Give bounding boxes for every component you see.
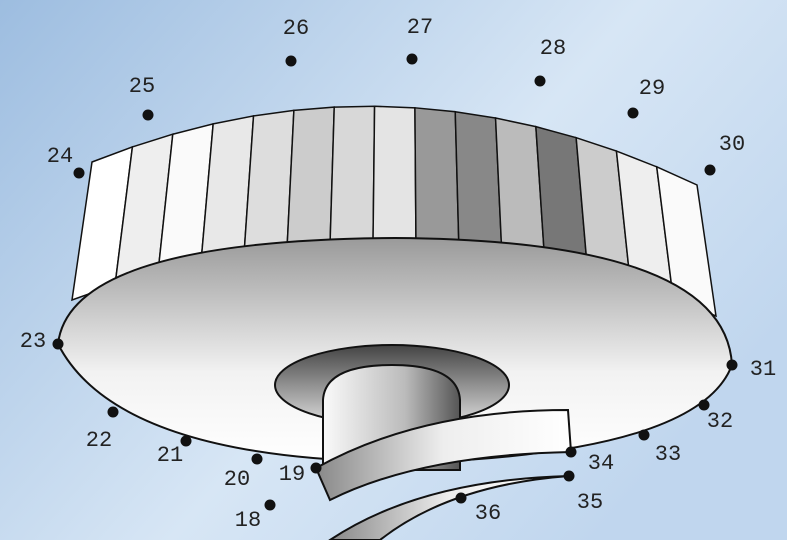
band-segment xyxy=(414,106,460,248)
dot-label: 19 xyxy=(279,462,305,487)
band-segment xyxy=(286,106,336,248)
band-segment xyxy=(454,110,503,253)
spiral-ribbon xyxy=(314,408,573,502)
dot-label: 30 xyxy=(719,132,745,157)
dot-label: 18 xyxy=(235,508,261,533)
dot xyxy=(107,406,119,418)
dot-label: 28 xyxy=(540,36,566,61)
band-segment xyxy=(372,105,417,244)
dot-label: 25 xyxy=(129,74,155,99)
dot xyxy=(142,109,154,121)
dot-label: 22 xyxy=(86,428,112,453)
dot xyxy=(627,107,639,119)
dot-label: 26 xyxy=(283,16,309,41)
dots: 18 19 20 21 22 23 24 25 26 27 28 29 30 31 32 33 34 35 36 xyxy=(20,15,776,533)
dot-label: 34 xyxy=(588,451,614,476)
band-segment xyxy=(329,105,376,244)
ring-band xyxy=(71,105,717,318)
dot xyxy=(251,453,263,465)
dot-label: 27 xyxy=(407,15,433,40)
dot xyxy=(285,55,297,67)
dot-label: 24 xyxy=(47,144,73,169)
dot-label: 35 xyxy=(577,490,603,515)
dot xyxy=(264,499,276,511)
dot-label: 36 xyxy=(475,501,501,526)
dot xyxy=(565,446,577,458)
dot-label: 23 xyxy=(20,329,46,354)
dot xyxy=(534,75,546,87)
dot xyxy=(310,462,322,474)
dot-label: 29 xyxy=(639,76,665,101)
band-segment xyxy=(655,165,717,318)
dot-label: 31 xyxy=(750,357,776,382)
dot xyxy=(638,429,650,441)
dot xyxy=(180,435,192,447)
dot xyxy=(563,470,575,482)
dot-label: 21 xyxy=(157,443,183,468)
dot-label: 32 xyxy=(707,409,733,434)
dot-label: 33 xyxy=(655,442,681,467)
dot xyxy=(73,167,85,179)
dot xyxy=(704,164,716,176)
dot-label: 20 xyxy=(224,467,250,492)
dot xyxy=(406,53,418,65)
dot xyxy=(726,359,738,371)
dot xyxy=(455,492,467,504)
dot xyxy=(52,338,64,350)
dot xyxy=(698,399,710,411)
